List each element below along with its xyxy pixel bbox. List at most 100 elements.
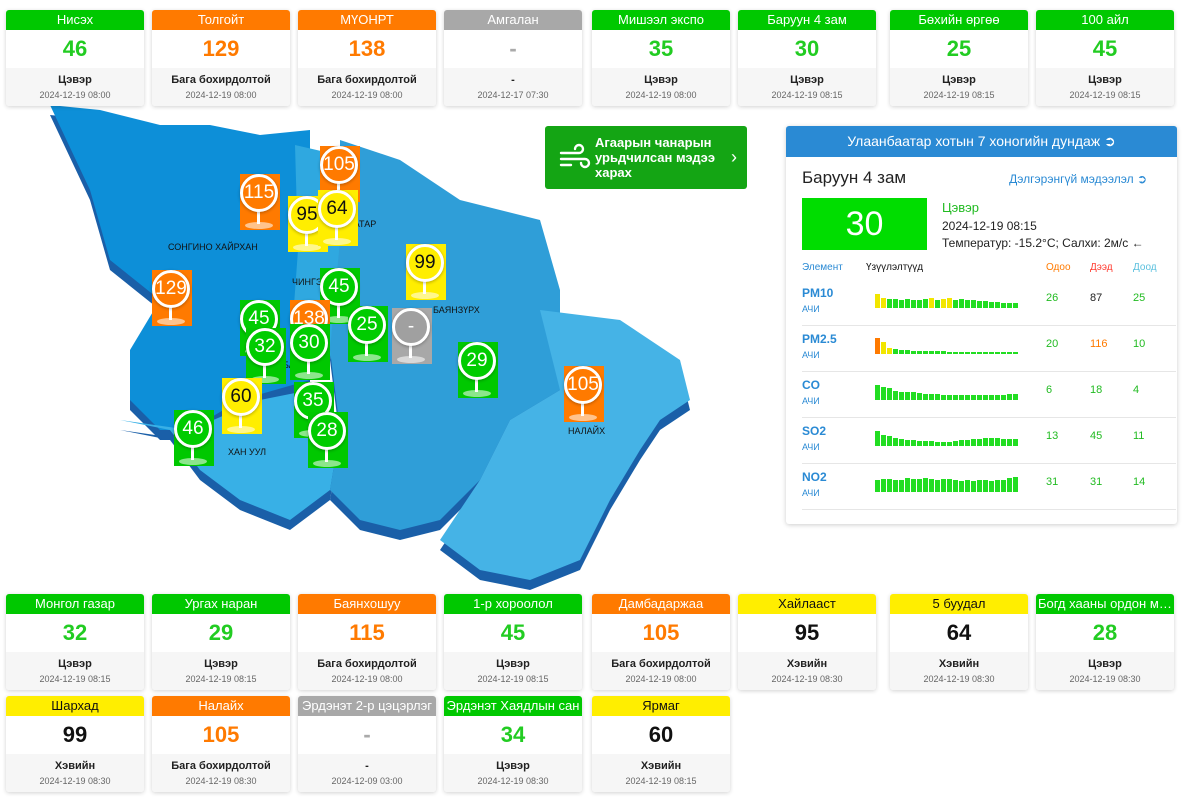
trend-bar bbox=[965, 395, 970, 400]
pin-tail bbox=[191, 446, 194, 460]
panel-header-label: Улаанбаатар хотын 7 хоногийн дундаж bbox=[847, 133, 1101, 149]
value-max: 87 bbox=[1090, 292, 1103, 304]
trend-bar bbox=[995, 438, 1000, 446]
trend-bar bbox=[1007, 352, 1012, 354]
station-name: Баруун 4 зам bbox=[738, 10, 876, 30]
pin-tail bbox=[307, 360, 310, 374]
trend-bar bbox=[971, 352, 976, 354]
value-max: 18 bbox=[1090, 384, 1103, 396]
trend-bar bbox=[1001, 352, 1006, 354]
pin-value: 60 bbox=[222, 378, 260, 416]
forecast-button[interactable]: Агаарын чанарын урьдчилсан мэдээ харах › bbox=[545, 126, 747, 189]
pin-tail bbox=[337, 182, 340, 196]
station-name: Налайх bbox=[152, 696, 290, 716]
map-pin[interactable]: 64 bbox=[318, 190, 358, 246]
trend-bar bbox=[965, 480, 970, 492]
aqi-value: 45 bbox=[1036, 30, 1174, 68]
aqi-value: 105 bbox=[592, 614, 730, 652]
station-card[interactable]: Баянхошуу 115 Бага бохирдолтой 2024-12-1… bbox=[298, 594, 436, 690]
trend-bar bbox=[905, 350, 910, 354]
more-info-link[interactable]: Дэлгэрэнгүй мэдээлэл ➲ bbox=[1009, 172, 1147, 186]
ulaanbaatar-map[interactable]: СОНГИНО ХАЙРХАН БАЯНЗҮРХ НАЛАЙХ ХАН УУЛ … bbox=[40, 100, 700, 590]
trend-bar bbox=[929, 351, 934, 354]
timestamp: 2024-12-19 08:00 bbox=[331, 90, 403, 100]
trend-bar bbox=[971, 395, 976, 400]
aqi-value: 99 bbox=[6, 716, 144, 754]
trend-bar bbox=[977, 301, 982, 308]
pollutant-unit: АЧИ bbox=[802, 304, 820, 314]
map-pin[interactable]: 30 bbox=[290, 324, 330, 380]
map-pin[interactable]: 60 bbox=[222, 378, 262, 434]
station-card[interactable]: Богд хааны ордон музей 28 Цэвэр 2024-12-… bbox=[1036, 594, 1174, 690]
station-card[interactable]: Толгойт 129 Бага бохирдолтой 2024-12-19 … bbox=[152, 10, 290, 106]
timestamp: 2024-12-19 08:30 bbox=[39, 776, 111, 786]
status-text: - bbox=[365, 760, 369, 772]
station-card[interactable]: 1-р хороолол 45 Цэвэр 2024-12-19 08:15 bbox=[444, 594, 582, 690]
map-pin[interactable]: 29 bbox=[458, 342, 498, 398]
station-card[interactable]: Баруун 4 зам 30 Цэвэр 2024-12-19 08:15 bbox=[738, 10, 876, 106]
pin-value: 45 bbox=[320, 268, 358, 306]
card-footer: Цэвэр 2024-12-19 08:15 bbox=[738, 68, 876, 106]
trend-bar bbox=[893, 391, 898, 400]
map-pin[interactable]: 105 bbox=[564, 366, 604, 422]
station-card[interactable]: Амгалан - - 2024-12-17 07:30 bbox=[444, 10, 582, 106]
pollutant-row[interactable]: SO2 АЧИ 13 45 11 bbox=[802, 418, 1176, 464]
station-card[interactable]: Эрдэнэт Хаядлын сан 34 Цэвэр 2024-12-19 … bbox=[444, 696, 582, 792]
trend-bar bbox=[971, 439, 976, 446]
card-footer: Цэвэр 2024-12-19 08:15 bbox=[152, 652, 290, 690]
station-card[interactable]: Хайлааст 95 Хэвийн 2024-12-19 08:30 bbox=[738, 594, 876, 690]
pollutant-row[interactable]: CO АЧИ 6 18 4 bbox=[802, 372, 1176, 418]
col-now: Одоо bbox=[1046, 262, 1071, 273]
card-footer: Хэвийн 2024-12-19 08:30 bbox=[6, 754, 144, 792]
map-pin[interactable]: 25 bbox=[348, 306, 388, 362]
station-card[interactable]: Шархад 99 Хэвийн 2024-12-19 08:30 bbox=[6, 696, 144, 792]
trend-bar bbox=[977, 480, 982, 492]
trend-chart bbox=[875, 334, 1027, 354]
trend-bar bbox=[911, 351, 916, 354]
trend-bar bbox=[1007, 394, 1012, 400]
map-pin[interactable]: - bbox=[392, 308, 432, 364]
trend-bar bbox=[887, 479, 892, 492]
trend-bar bbox=[1013, 439, 1018, 446]
value-now: 31 bbox=[1046, 476, 1059, 488]
station-card[interactable]: Бөхийн өргөө 25 Цэвэр 2024-12-19 08:15 bbox=[890, 10, 1028, 106]
timestamp: 2024-12-19 08:15 bbox=[1069, 90, 1141, 100]
trend-bar bbox=[947, 352, 952, 354]
map-pin[interactable]: 32 bbox=[246, 328, 286, 384]
station-card[interactable]: Налайх 105 Бага бохирдолтой 2024-12-19 0… bbox=[152, 696, 290, 792]
aqi-value: 129 bbox=[152, 30, 290, 68]
map-pin[interactable]: 46 bbox=[174, 410, 214, 466]
station-card[interactable]: Ургах наран 29 Цэвэр 2024-12-19 08:15 bbox=[152, 594, 290, 690]
pollutant-row[interactable]: PM10 АЧИ 26 87 25 bbox=[802, 280, 1176, 326]
station-card[interactable]: Монгол газар 32 Цэвэр 2024-12-19 08:15 bbox=[6, 594, 144, 690]
station-card[interactable]: Дамбадаржаа 105 Бага бохирдолтой 2024-12… bbox=[592, 594, 730, 690]
trend-bar bbox=[923, 299, 928, 308]
pin-tail bbox=[169, 306, 172, 320]
pollutant-row[interactable]: NO2 АЧИ 31 31 14 bbox=[802, 464, 1176, 510]
trend-bar bbox=[953, 441, 958, 446]
pollutant-row[interactable]: PM2.5 АЧИ 20 116 10 bbox=[802, 326, 1176, 372]
trend-bar bbox=[989, 438, 994, 446]
map-pin[interactable]: 28 bbox=[308, 412, 348, 468]
trend-bar bbox=[983, 480, 988, 492]
map-pin[interactable]: 99 bbox=[406, 244, 446, 300]
timestamp: 2024-12-09 03:00 bbox=[331, 776, 403, 786]
pin-tail bbox=[325, 448, 328, 462]
station-card[interactable]: Эрдэнэт 2-р цэцэрлэг - - 2024-12-09 03:0… bbox=[298, 696, 436, 792]
station-name: Эрдэнэт 2-р цэцэрлэг bbox=[298, 696, 436, 716]
station-card[interactable]: Ярмаг 60 Хэвийн 2024-12-19 08:15 bbox=[592, 696, 730, 792]
map-pin[interactable]: 115 bbox=[240, 174, 280, 230]
weekly-average-link[interactable]: Улаанбаатар хотын 7 хоногийн дундаж ➲ bbox=[786, 126, 1177, 157]
pin-tail bbox=[239, 414, 242, 428]
map-pin[interactable]: 129 bbox=[152, 270, 192, 326]
station-card[interactable]: 100 айл 45 Цэвэр 2024-12-19 08:15 bbox=[1036, 10, 1174, 106]
station-card[interactable]: Мишээл экспо 35 Цэвэр 2024-12-19 08:00 bbox=[592, 10, 730, 106]
station-card[interactable]: МҮОНРТ 138 Бага бохирдолтой 2024-12-19 0… bbox=[298, 10, 436, 106]
trend-bar bbox=[965, 300, 970, 308]
status-text: - bbox=[511, 74, 515, 86]
trend-bar bbox=[911, 392, 916, 400]
value-min: 14 bbox=[1133, 476, 1146, 488]
station-card[interactable]: 5 буудал 64 Хэвийн 2024-12-19 08:30 bbox=[890, 594, 1028, 690]
timestamp: 2024-12-19 08:00 bbox=[39, 90, 111, 100]
station-card[interactable]: Нисэх 46 Цэвэр 2024-12-19 08:00 bbox=[6, 10, 144, 106]
